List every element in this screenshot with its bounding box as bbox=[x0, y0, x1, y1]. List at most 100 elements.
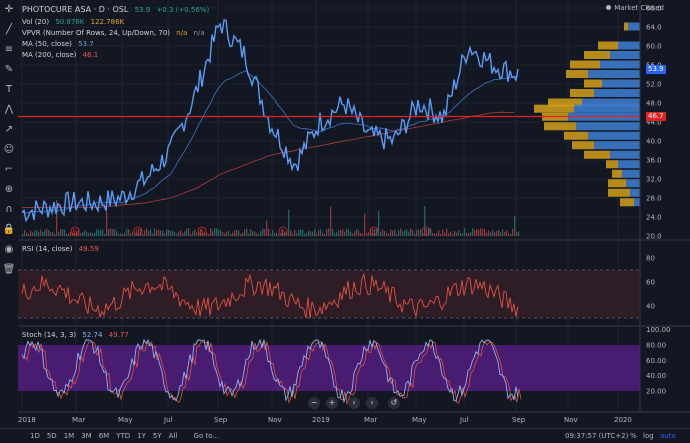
volume-bar bbox=[514, 215, 516, 236]
volume-bar bbox=[444, 232, 446, 236]
volume-bar bbox=[24, 230, 26, 236]
ruler-icon[interactable]: ⌐ bbox=[4, 164, 14, 175]
volume-bar bbox=[274, 232, 276, 236]
volume-bar bbox=[34, 231, 36, 236]
volume-bar bbox=[352, 233, 354, 236]
volume-bar bbox=[264, 229, 266, 236]
volume-bar bbox=[432, 232, 434, 236]
vol-legend[interactable]: Vol (20) 50.876K 122.786K bbox=[22, 17, 124, 27]
vpvr-legend[interactable]: VPVR (Number Of Rows, 24, Up/Down, 70) n… bbox=[22, 28, 205, 38]
volume-bar bbox=[50, 231, 52, 236]
vp-up-bar bbox=[622, 169, 640, 178]
last-price-label: 53.9 bbox=[646, 65, 666, 74]
volume-bar bbox=[230, 233, 232, 236]
volume-bar bbox=[320, 229, 322, 236]
ma50-label: MA (50, close) bbox=[22, 40, 72, 48]
volume-bar bbox=[430, 228, 432, 236]
fib-icon[interactable]: ≡ bbox=[4, 44, 14, 55]
volume-bar bbox=[494, 232, 496, 236]
zoom-out-button[interactable]: − bbox=[308, 397, 320, 409]
volume-bar bbox=[386, 232, 388, 236]
volume-bar bbox=[466, 232, 468, 236]
range-1m[interactable]: 1M bbox=[63, 432, 75, 440]
volume-bar bbox=[218, 229, 220, 236]
volume-bar bbox=[442, 229, 444, 236]
auto-toggle[interactable]: auto bbox=[660, 432, 676, 440]
volume-bar bbox=[378, 210, 380, 236]
brush-icon[interactable]: ✎ bbox=[4, 64, 14, 75]
vp-down-bar bbox=[624, 22, 628, 31]
log-toggle[interactable]: log bbox=[643, 432, 654, 440]
volume-bar bbox=[362, 233, 364, 236]
range-5d[interactable]: 5D bbox=[46, 432, 57, 440]
volume-bar bbox=[266, 220, 268, 236]
range-1d[interactable]: 1D bbox=[30, 432, 40, 440]
volume-bar bbox=[394, 229, 396, 236]
price-tick: 36.0 bbox=[646, 157, 662, 165]
volume-bar bbox=[382, 229, 384, 236]
vp-up-bar bbox=[602, 79, 640, 88]
price-tick: 44.0 bbox=[646, 119, 662, 127]
rsi-legend[interactable]: RSI (14, close) 49.59 bbox=[22, 244, 99, 254]
emoji-icon[interactable]: ☺ bbox=[3, 144, 15, 155]
volume-bar bbox=[134, 233, 136, 236]
volume-bar bbox=[328, 228, 330, 236]
ma50-legend[interactable]: MA (50, close) 53.7 bbox=[22, 39, 94, 49]
trend-line-icon[interactable]: ╱ bbox=[5, 24, 13, 35]
time-tick: Jul bbox=[459, 416, 469, 424]
range-3m[interactable]: 3M bbox=[81, 432, 92, 440]
percent-toggle[interactable]: % bbox=[630, 432, 637, 440]
pattern-icon[interactable]: ⋀ bbox=[4, 104, 14, 115]
scroll-back-button[interactable]: ‹ bbox=[348, 397, 360, 409]
volume-bar bbox=[112, 229, 114, 236]
earnings-marker-label: E bbox=[424, 229, 428, 236]
lock-icon[interactable]: 🔒 bbox=[2, 224, 16, 235]
earnings-marker bbox=[197, 226, 207, 236]
volume-bar bbox=[254, 231, 256, 236]
range-6m[interactable]: 6M bbox=[98, 432, 110, 440]
goto-button[interactable]: Go to... bbox=[193, 432, 220, 440]
earnings-marker-label: E bbox=[200, 229, 204, 236]
range-5y[interactable]: 5Y bbox=[152, 432, 162, 440]
volume-bar bbox=[244, 229, 246, 236]
earnings-marker bbox=[70, 226, 80, 236]
volume-bar bbox=[182, 232, 184, 236]
volume-bar bbox=[446, 228, 448, 236]
volume-bar bbox=[132, 231, 134, 236]
zoom-icon[interactable]: ⊕ bbox=[4, 184, 14, 195]
range-1y[interactable]: 1Y bbox=[137, 432, 146, 440]
symbol-legend[interactable]: PHOTOCURE ASA · D · OSL 53.9 +0.3 (+0.56… bbox=[22, 5, 209, 15]
range-ytd[interactable]: YTD bbox=[116, 432, 131, 440]
ma200-legend[interactable]: MA (200, close) 46.1 bbox=[22, 50, 98, 60]
zoom-in-button[interactable]: + bbox=[326, 397, 338, 409]
volume-bar bbox=[260, 231, 262, 236]
volume-bar bbox=[436, 233, 438, 236]
trash-icon[interactable]: 🗑 bbox=[2, 264, 16, 275]
reset-chart-button[interactable]: ↺ bbox=[388, 397, 400, 409]
volume-bar bbox=[192, 231, 194, 236]
cursor-icon[interactable]: ✛ bbox=[4, 4, 14, 15]
text-icon[interactable]: T bbox=[5, 84, 13, 95]
price-tick: 48.0 bbox=[646, 100, 662, 108]
volume-bar bbox=[150, 229, 152, 236]
eye-icon[interactable]: ◉ bbox=[4, 244, 14, 255]
clock: 09:37:57 (UTC+2) bbox=[565, 432, 629, 440]
scroll-forward-button[interactable]: › bbox=[366, 397, 378, 409]
line-price-label: 46.7 bbox=[646, 112, 666, 121]
vp-up-bar bbox=[634, 198, 640, 207]
prediction-icon[interactable]: ↗ bbox=[4, 124, 14, 135]
volume-bar bbox=[332, 228, 334, 236]
rsi-line bbox=[21, 272, 519, 319]
volume-bar bbox=[512, 228, 514, 236]
vp-up-bar bbox=[626, 179, 640, 188]
volume-bar bbox=[416, 230, 418, 236]
range-all[interactable]: All bbox=[168, 432, 178, 440]
magnet-icon[interactable]: ∩ bbox=[5, 204, 13, 215]
volume-bar bbox=[268, 228, 270, 236]
volume-bar bbox=[106, 211, 108, 236]
stoch-legend[interactable]: Stoch (14, 3, 3) 52.74 49.77 bbox=[22, 330, 129, 340]
volume-bar bbox=[220, 229, 222, 236]
volume-bar bbox=[364, 213, 366, 236]
